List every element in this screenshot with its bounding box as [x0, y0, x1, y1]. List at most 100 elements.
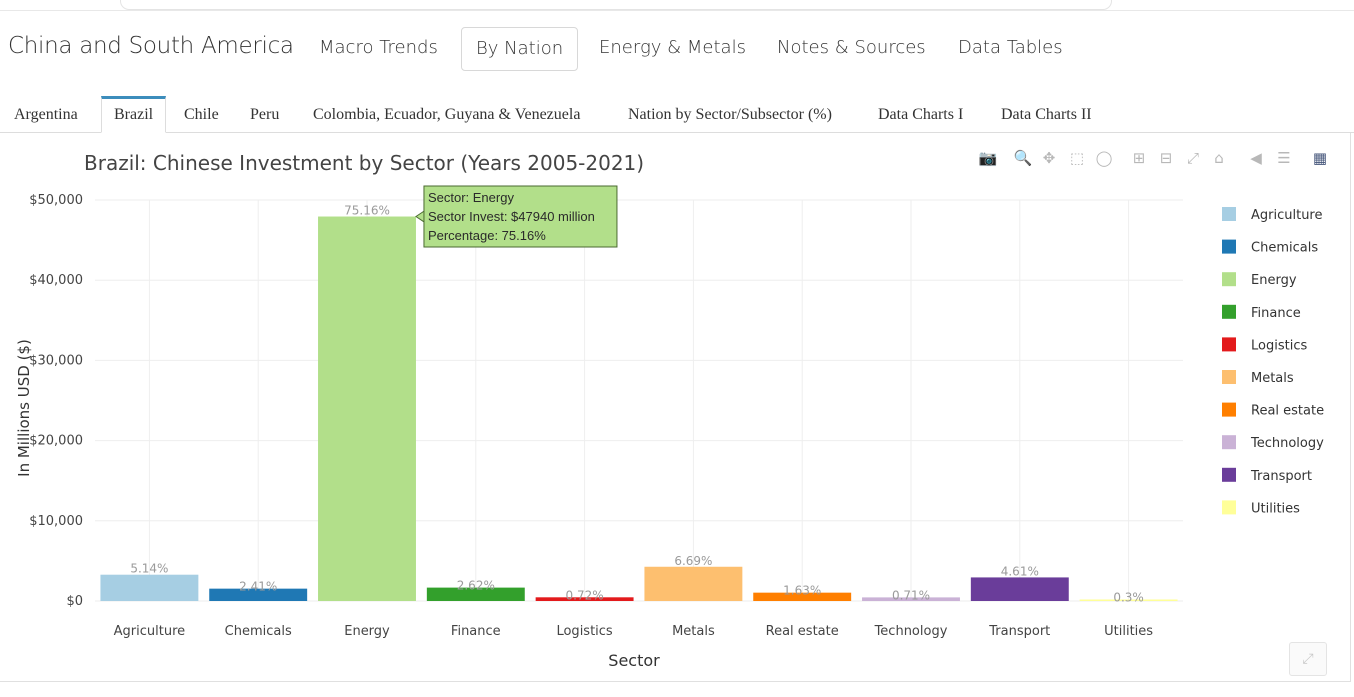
x-tick-label: Finance — [451, 624, 501, 639]
x-tick-label: Real estate — [766, 624, 839, 639]
x-tick-label: Agriculture — [114, 624, 186, 639]
legend-swatch[interactable] — [1222, 337, 1236, 352]
bar-energy[interactable] — [318, 216, 416, 602]
legend-item[interactable]: Energy — [1251, 273, 1297, 288]
bar-label: 2.41% — [239, 580, 277, 594]
site-brand[interactable]: China and South America — [8, 33, 294, 59]
bar-label: 5.14% — [130, 562, 168, 576]
legend-swatch[interactable] — [1222, 239, 1236, 254]
bar-label: 75.16% — [344, 204, 390, 218]
y-tick-label: $0 — [66, 594, 83, 609]
hover-closest-icon[interactable]: ◀ — [1250, 149, 1262, 167]
bar-finance[interactable] — [426, 587, 525, 601]
bar-agriculture[interactable] — [100, 574, 199, 601]
legend-swatch[interactable] — [1222, 207, 1236, 221]
bar-logistics[interactable] — [535, 597, 634, 601]
legend-swatch[interactable] — [1222, 272, 1236, 287]
tooltip-percentage: Percentage: 75.16% — [428, 228, 546, 243]
hover-tooltip: Sector: Energy Sector Invest: $47940 mil… — [415, 185, 618, 248]
x-tick-label: Logistics — [556, 624, 612, 639]
autoscale-icon[interactable]: ⤢ — [1186, 149, 1199, 167]
x-tick-label: Technology — [874, 624, 948, 639]
tab-peru[interactable]: Peru — [250, 106, 280, 123]
y-tick-label: $50,000 — [29, 193, 83, 208]
reset-axes-icon[interactable]: ⌂ — [1214, 149, 1224, 167]
bar-label: 0.3% — [1113, 590, 1144, 604]
bar-real-estate[interactable] — [753, 592, 852, 601]
legend-item[interactable]: Real estate — [1251, 404, 1324, 419]
bar-label: 4.61% — [1001, 564, 1039, 578]
tab-argentina[interactable]: Argentina — [14, 106, 78, 123]
tab-data-charts-2[interactable]: Data Charts II — [1001, 106, 1092, 123]
zoom-in-icon[interactable]: ⊞ — [1132, 149, 1146, 167]
x-tick-label: Utilities — [1104, 624, 1153, 639]
bar-technology[interactable] — [862, 597, 960, 601]
legend-swatch[interactable] — [1222, 402, 1236, 417]
legend-item[interactable]: Agriculture — [1251, 208, 1323, 223]
y-tick-labels: $0 $10,000 $20,000 $30,000 $40,000 $50,000 — [29, 193, 83, 609]
zoom-out-icon[interactable]: ⊟ — [1159, 149, 1173, 167]
y-tick-label: $30,000 — [29, 353, 83, 368]
bar-chemicals[interactable] — [209, 588, 308, 601]
tooltip-box — [423, 185, 618, 248]
bars — [100, 216, 1178, 602]
tooltip-sector: Sector: Energy — [428, 190, 514, 205]
y-tick-label: $40,000 — [29, 273, 83, 288]
plot-modebar: 📷 🔍 ✥ ⬚ ◯ ⊞ ⊟ ⤢ ⌂ ◀ ☰ ▦ — [976, 146, 1336, 170]
bar-label: 0.71% — [892, 588, 930, 602]
legend-item[interactable]: Utilities — [1251, 501, 1300, 516]
bar-transport[interactable] — [970, 577, 1069, 601]
zoom-icon[interactable]: 🔍 — [1013, 149, 1033, 167]
hover-compare-icon[interactable]: ☰ — [1277, 149, 1291, 167]
x-tick-label: Chemicals — [225, 624, 292, 639]
nation-tabs: Argentina Brazil Chile Peru Colombia, Ec… — [0, 87, 1354, 133]
plotly-logo-icon[interactable]: ▦ — [1312, 149, 1328, 167]
x-tick-label: Metals — [672, 624, 715, 639]
pan-icon[interactable]: ✥ — [1042, 149, 1056, 167]
legend: Agriculture Chemicals Energy Finance Logisti… — [1222, 207, 1324, 516]
bar-label: 1.63% — [783, 584, 821, 598]
lasso-select-icon[interactable]: ◯ — [1095, 149, 1113, 167]
legend-item[interactable]: Metals — [1251, 371, 1294, 386]
legend-item[interactable]: Logistics — [1251, 338, 1307, 353]
y-tick-label: $20,000 — [29, 434, 83, 449]
bar-percent-labels: 5.14% 2.41% 75.16% 2.62% 0.72% 6.69% 1.63% 0.71… — [130, 204, 1144, 605]
legend-swatch[interactable] — [1222, 500, 1236, 515]
bar-label: 0.72% — [566, 588, 604, 602]
tab-brazil[interactable]: Brazil — [101, 96, 167, 133]
x-tick-label: Transport — [988, 624, 1050, 639]
tooltip-invest: Sector Invest: $47940 million — [428, 209, 595, 224]
bar-utilities[interactable] — [1079, 599, 1178, 601]
tab-chile[interactable]: Chile — [184, 106, 219, 123]
nav-data-tables[interactable]: Data Tables — [958, 37, 1063, 58]
chart-panel — [0, 133, 1351, 682]
legend-swatch[interactable] — [1222, 467, 1236, 482]
x-tick-labels: Agriculture Chemicals Energy Finance Logisti… — [114, 624, 1154, 639]
resize-icon[interactable]: ⤢ — [1289, 642, 1327, 676]
nav-energy-metals[interactable]: Energy & Metals — [599, 37, 746, 58]
chart-title: Brazil: Chinese Investment by Sector (Ye… — [84, 151, 645, 175]
legend-item[interactable]: Technology — [1250, 436, 1324, 451]
y-axis-label: In Millions USD ($) — [15, 339, 33, 477]
legend-swatch[interactable] — [1222, 435, 1236, 450]
bar-label: 6.69% — [674, 554, 712, 568]
camera-icon[interactable]: 📷 — [978, 149, 998, 167]
tab-data-charts-1[interactable]: Data Charts I — [878, 106, 964, 123]
nav-by-nation[interactable]: By Nation — [461, 27, 579, 71]
bar-metals[interactable] — [644, 566, 743, 601]
legend-item[interactable]: Finance — [1251, 306, 1301, 321]
bar-label: 2.62% — [457, 579, 495, 593]
x-axis-label: Sector — [608, 651, 660, 670]
legend-swatch[interactable] — [1222, 304, 1236, 319]
y-tick-label: $10,000 — [29, 514, 83, 529]
legend-item[interactable]: Transport — [1250, 469, 1312, 484]
grid-lines — [95, 199, 1183, 602]
tab-colombia-ecuador-guyana-venezuela[interactable]: Colombia, Ecuador, Guyana & Venezuela — [313, 106, 581, 123]
nav-notes-sources[interactable]: Notes & Sources — [777, 37, 926, 58]
legend-swatch[interactable] — [1222, 370, 1236, 384]
tab-nation-by-sector[interactable]: Nation by Sector/Subsector (%) — [628, 106, 832, 123]
box-select-icon[interactable]: ⬚ — [1069, 149, 1085, 167]
nav-macro-trends[interactable]: Macro Trends — [319, 37, 438, 58]
legend-item[interactable]: Chemicals — [1251, 241, 1318, 256]
